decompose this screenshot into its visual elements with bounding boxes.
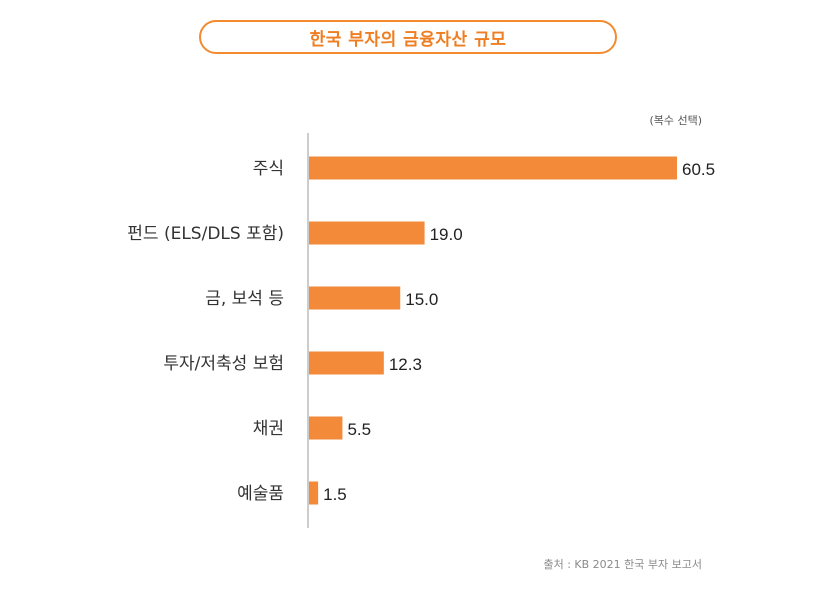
multi-select-note: (복수 선택) (649, 114, 702, 127)
value-label-2: 15.0 (405, 290, 438, 309)
category-label-3: 투자/저축성 보험 (163, 354, 284, 374)
category-label-4: 채권 (253, 419, 284, 439)
bar-4 (309, 416, 343, 440)
value-label-4: 5.5 (347, 420, 371, 439)
value-label-1: 19.0 (430, 225, 463, 244)
category-label-5: 예술품 (237, 484, 284, 504)
bar-1 (309, 221, 425, 245)
bar-0 (309, 156, 677, 180)
value-label-0: 60.5 (682, 160, 715, 179)
chart-title-pill: 한국 부자의 금융자산 규모 (199, 20, 617, 54)
bar-3 (309, 351, 384, 375)
value-label-3: 12.3 (389, 355, 422, 374)
source-note: 출처 : KB 2021 한국 부자 보고서 (543, 558, 702, 571)
value-label-5: 1.5 (323, 485, 347, 504)
bar-2 (309, 286, 401, 310)
category-label-1: 펀드 (ELS/DLS 포함) (127, 224, 284, 244)
category-label-0: 주식 (253, 159, 284, 179)
bars-group: 주식 60.5 펀드 (ELS/DLS 포함) 19.0 금, 보석 등 15.0 투자/저… (127, 156, 715, 505)
category-label-2: 금, 보석 등 (205, 289, 284, 309)
chart-title: 한국 부자의 금융자산 규모 (309, 29, 507, 50)
bar-5 (309, 481, 319, 505)
